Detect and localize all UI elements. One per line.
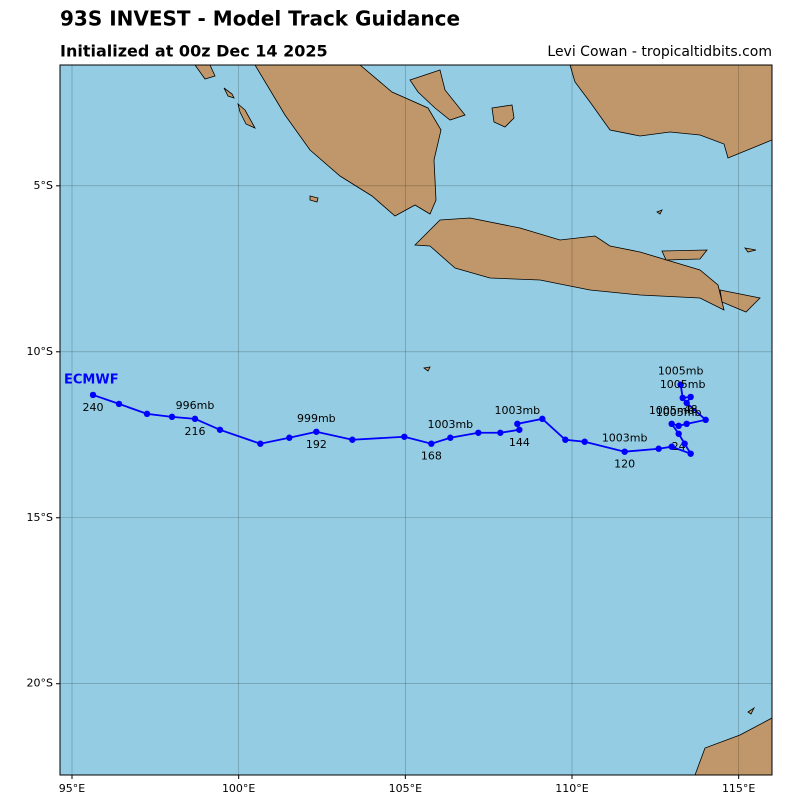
hour-label: 216 <box>185 425 206 438</box>
track-point <box>286 434 293 441</box>
chart-subtitle: Initialized at 00z Dec 14 2025 <box>60 42 328 61</box>
y-tick-label: 5°S <box>34 179 53 192</box>
track-point <box>681 440 688 447</box>
x-tick-label: 95°E <box>59 782 85 795</box>
pressure-label: 1003mb <box>494 404 540 417</box>
track: 1005mb1005mb481005mb1005mb241201003mb100… <box>64 365 709 471</box>
pressure-label: 1003mb <box>427 418 473 431</box>
track-point <box>168 413 176 421</box>
track-point <box>668 443 675 450</box>
track-point <box>89 391 97 399</box>
track-point <box>447 434 454 441</box>
track-point <box>679 394 686 402</box>
track-point <box>257 440 264 447</box>
track-point <box>313 428 320 435</box>
frame <box>59 64 773 776</box>
x-tick-label: 110°E <box>555 782 588 795</box>
y-tick-label: 10°S <box>27 345 53 358</box>
track-point <box>687 393 694 401</box>
x-tick-label: 105°E <box>389 782 422 795</box>
track-point <box>581 438 588 445</box>
hour-label: 192 <box>306 438 327 451</box>
track-point <box>702 416 709 424</box>
hour-label: 168 <box>421 450 442 463</box>
track-point <box>349 436 356 443</box>
hour-label: 48 <box>684 403 698 416</box>
track-point <box>475 429 482 436</box>
pressure-label: 1003mb <box>602 432 648 445</box>
model-name: ECMWF <box>64 372 119 387</box>
track-point <box>677 381 684 388</box>
track-point <box>683 420 690 428</box>
track-point <box>497 429 504 436</box>
track-point <box>675 422 682 430</box>
hour-label: 240 <box>83 401 104 414</box>
track-point <box>562 436 569 443</box>
pressure-label: 996mb <box>176 399 215 412</box>
hour-label: 120 <box>614 458 635 471</box>
x-tick-label: 115°E <box>722 782 755 795</box>
pressure-label: 1005mb <box>660 378 706 391</box>
track-point <box>683 399 690 407</box>
land <box>194 65 772 775</box>
y-tick-label: 15°S <box>27 511 53 524</box>
track-point <box>675 430 682 437</box>
chart-title: 93S INVEST - Model Track Guidance <box>60 7 460 31</box>
grid <box>60 65 772 775</box>
track-point <box>516 426 523 433</box>
track-point <box>428 440 435 447</box>
pressure-label: 999mb <box>297 412 336 425</box>
track-point <box>655 445 662 452</box>
hour-label: 144 <box>509 436 530 449</box>
track-point <box>539 415 546 423</box>
track-point <box>191 415 199 423</box>
track-point <box>514 420 521 428</box>
x-tick-label: 100°E <box>222 782 255 795</box>
track-line <box>92 384 708 456</box>
pressure-label: 1005mb <box>656 406 702 419</box>
y-tick-label: 20°S <box>27 677 53 690</box>
track-point <box>216 426 224 433</box>
track-point <box>687 450 694 457</box>
track-point <box>143 410 151 418</box>
track-point <box>115 400 123 408</box>
track-point <box>401 433 408 440</box>
track-point <box>621 448 628 455</box>
track-point <box>668 420 675 428</box>
credit: Levi Cowan - tropicaltidbits.com <box>547 44 772 60</box>
pressure-label: 1005mb <box>658 365 704 378</box>
pressure-label: 1005mb <box>649 404 695 417</box>
